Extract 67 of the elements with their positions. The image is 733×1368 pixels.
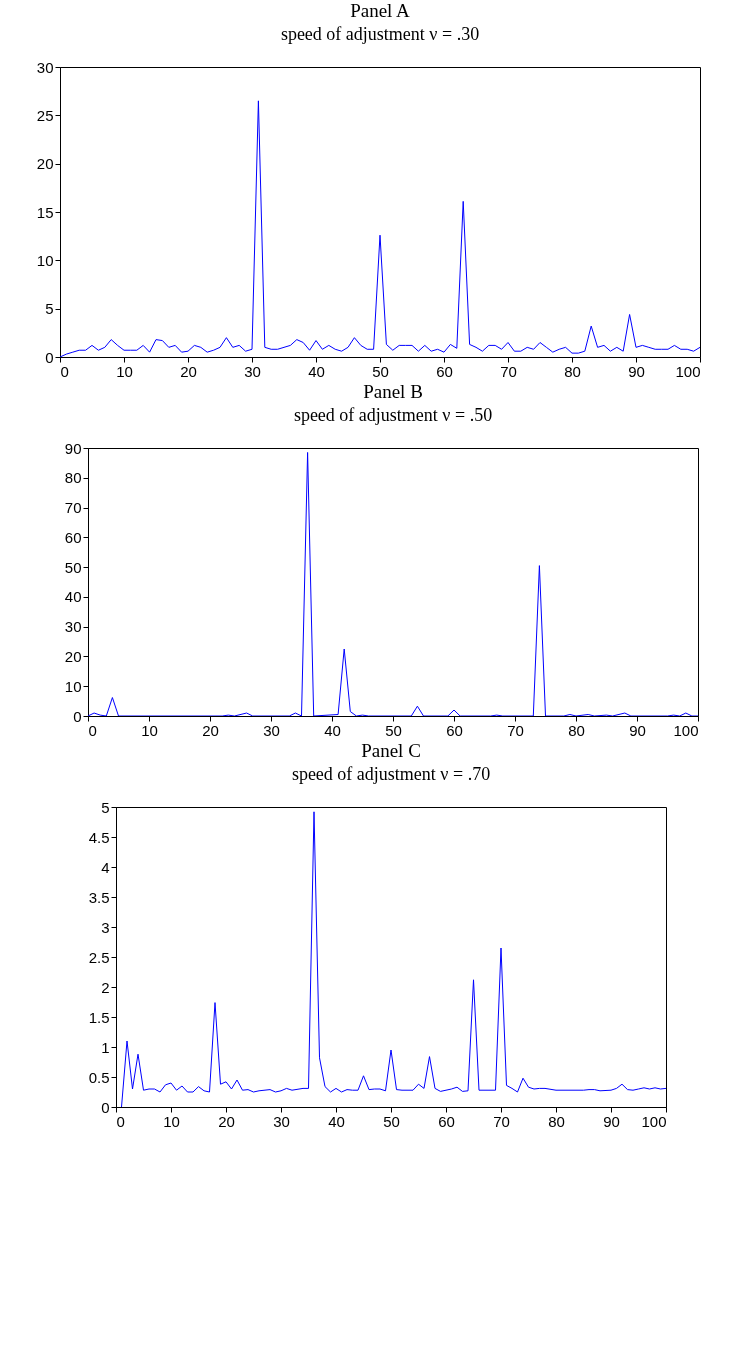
x-tick-label: 90 <box>629 721 646 739</box>
x-tick-label: 30 <box>263 721 280 739</box>
y-tick-label: 10 <box>64 677 82 695</box>
x-tick-label: 10 <box>141 721 158 739</box>
x-tick-label: 10 <box>163 1112 180 1130</box>
y-tick-label: 25 <box>36 106 54 124</box>
y-tick-label: 20 <box>36 155 54 173</box>
x-tick-label: 100 <box>675 362 701 380</box>
y-tick-label: 30 <box>64 618 82 636</box>
y-tick-label: 3 <box>101 918 110 936</box>
chart-subtitle: speed of adjustment ν = .50 <box>293 405 493 425</box>
x-tick-label: 80 <box>568 721 585 739</box>
x-tick-label: 20 <box>218 1112 235 1130</box>
y-tick-label: 30 <box>36 58 54 76</box>
y-tick-label: 0 <box>45 348 54 366</box>
line-series <box>121 811 666 1107</box>
y-tick-label: 15 <box>36 203 54 221</box>
y-tick-label: 40 <box>64 588 82 606</box>
y-tick-label: 1.5 <box>88 1008 110 1026</box>
x-tick-label: 70 <box>493 1112 510 1130</box>
x-tick-label: 40 <box>324 721 341 739</box>
y-tick-label: 70 <box>64 499 82 517</box>
y-tick-label: 4 <box>101 858 110 876</box>
y-tick-label: 80 <box>64 469 82 487</box>
y-tick-label: 0 <box>101 1098 110 1116</box>
y-tick-label: 90 <box>64 439 82 457</box>
x-tick-label: 60 <box>436 362 453 380</box>
y-tick-label: 0.5 <box>88 1068 110 1086</box>
x-tick-label: 50 <box>383 1112 400 1130</box>
x-tick-label: 30 <box>244 362 261 380</box>
y-tick-label: 5 <box>45 300 54 318</box>
x-tick-label: 30 <box>273 1112 290 1130</box>
y-tick-label: 2.5 <box>88 948 110 966</box>
x-tick-label: 80 <box>564 362 581 380</box>
x-tick-label: 60 <box>438 1112 455 1130</box>
line-series <box>60 100 700 357</box>
x-tick-label: 40 <box>308 362 325 380</box>
x-tick-label: 40 <box>328 1112 345 1130</box>
x-tick-label: 60 <box>446 721 463 739</box>
y-tick-label: 60 <box>64 528 82 546</box>
x-tick-label: 50 <box>385 721 402 739</box>
x-tick-label: 90 <box>628 362 645 380</box>
y-tick-label: 2 <box>101 978 110 996</box>
y-tick-label: 0 <box>73 707 82 725</box>
y-tick-label: 4.5 <box>88 828 110 846</box>
x-tick-label: 100 <box>641 1112 667 1130</box>
x-tick-label: 20 <box>202 721 219 739</box>
x-tick-label: 20 <box>180 362 197 380</box>
chart-title: Panel B <box>363 381 423 402</box>
x-tick-label: 90 <box>603 1112 620 1130</box>
chart-subtitle: speed of adjustment ν = .30 <box>280 24 480 44</box>
x-tick-label: 70 <box>500 362 517 380</box>
y-tick-label: 3.5 <box>88 888 110 906</box>
y-tick-label: 50 <box>64 558 82 576</box>
y-tick-label: 1 <box>101 1038 110 1056</box>
x-tick-label: 100 <box>673 721 699 739</box>
x-tick-label: 70 <box>507 721 524 739</box>
y-tick-label: 5 <box>101 798 110 816</box>
y-tick-label: 10 <box>36 251 54 269</box>
y-tick-label: 20 <box>64 647 82 665</box>
x-tick-label: 10 <box>116 362 133 380</box>
x-tick-label: 0 <box>116 1112 125 1130</box>
x-tick-label: 80 <box>548 1112 565 1130</box>
x-tick-label: 50 <box>372 362 389 380</box>
chart-subtitle: speed of adjustment ν = .70 <box>291 764 491 784</box>
chart-title: Panel C <box>361 740 421 761</box>
chart-title: Panel A <box>350 0 411 21</box>
